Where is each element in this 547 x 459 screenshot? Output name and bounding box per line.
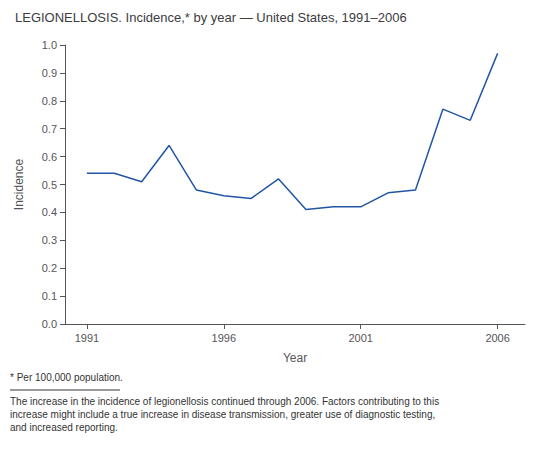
svg-text:LEGIONELLOSIS. Incidence,* by: LEGIONELLOSIS. Incidence,* by year — Uni… <box>15 10 407 25</box>
svg-text:1996: 1996 <box>212 332 236 344</box>
svg-text:1.0: 1.0 <box>42 39 57 51</box>
svg-text:increase might include a true: increase might include a true increase i… <box>10 409 435 420</box>
svg-text:0.5: 0.5 <box>42 179 57 191</box>
svg-text:0.9: 0.9 <box>42 67 57 79</box>
svg-text:0.3: 0.3 <box>42 234 57 246</box>
svg-text:Incidence: Incidence <box>12 158 26 210</box>
svg-text:Year: Year <box>283 351 307 365</box>
svg-text:* Per 100,000 population.: * Per 100,000 population. <box>10 372 123 383</box>
svg-text:and increased reporting.: and increased reporting. <box>10 422 118 433</box>
svg-text:0.1: 0.1 <box>42 290 57 302</box>
svg-text:2006: 2006 <box>485 332 509 344</box>
svg-text:0.7: 0.7 <box>42 123 57 135</box>
svg-text:0.6: 0.6 <box>42 151 57 163</box>
svg-text:0.4: 0.4 <box>42 206 57 218</box>
svg-text:0.0: 0.0 <box>42 318 57 330</box>
svg-text:0.8: 0.8 <box>42 95 57 107</box>
svg-text:The increase in the incidence: The increase in the incidence of legione… <box>10 396 439 407</box>
svg-text:0.2: 0.2 <box>42 262 57 274</box>
svg-text:2001: 2001 <box>348 332 372 344</box>
svg-text:1991: 1991 <box>75 332 99 344</box>
